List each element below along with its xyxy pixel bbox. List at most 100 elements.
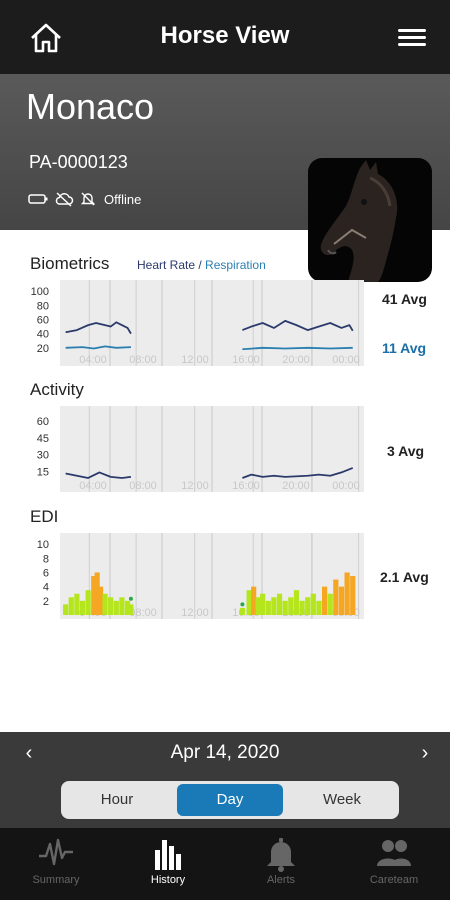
edi-bar (251, 586, 257, 615)
tab-alerts[interactable]: Alerts (225, 828, 337, 900)
x-tick-label: 00:00 (332, 480, 360, 492)
y-tick-label: 15 (37, 466, 49, 478)
range-selector: Hour Day Week (61, 781, 399, 819)
tab-alerts-label: Alerts (266, 874, 296, 886)
hamburger-menu-icon[interactable] (396, 24, 430, 52)
biometrics-legend: Heart Rate / Respiration (137, 258, 266, 272)
respiration-avg: 11 Avg (382, 340, 427, 356)
legend-heart-rate[interactable]: Heart Rate (137, 258, 196, 272)
x-tick-label: 20:00 (282, 480, 310, 492)
edi-bar (276, 593, 283, 615)
edi-bar (113, 600, 119, 615)
series-line-respiration (242, 346, 353, 351)
x-tick-label: 20:00 (282, 354, 310, 366)
edi-bar (305, 597, 311, 615)
edi-bar (128, 604, 134, 615)
status-text: Offline (104, 191, 142, 207)
edi-bar (316, 600, 322, 615)
series-line-heart-rate (242, 319, 354, 332)
edi-bar (299, 600, 305, 615)
edi-bar (271, 597, 277, 615)
series-line-activity (242, 467, 354, 479)
bell-off-icon (80, 192, 96, 206)
bar-chart-icon (155, 840, 181, 870)
range-day-button[interactable]: Day (177, 784, 283, 816)
bell-icon (267, 838, 295, 872)
chevron-right-icon[interactable]: › (421, 742, 429, 764)
edi-bar (119, 597, 125, 615)
edi-bar (333, 579, 339, 615)
battery-icon (28, 194, 48, 204)
y-tick-label: 20 (37, 343, 49, 355)
y-tick-label: 60 (37, 416, 49, 428)
tab-history[interactable]: History (112, 828, 224, 900)
device-status: Offline (28, 188, 141, 210)
home-icon[interactable] (28, 20, 64, 56)
x-tick-label: 08:00 (129, 354, 157, 366)
activity-chart[interactable]: 04:00 08:00 12:00 16:00 20:00 00:00 60 45 30 15 (0, 406, 450, 492)
edi-bar (310, 593, 316, 615)
biometrics-chart[interactable]: 04:00 08:00 12:00 16:00 20:00 00:00 100 80 60 40 2… (0, 280, 450, 366)
edi-bar (260, 593, 266, 615)
edi-bar (255, 597, 261, 615)
activity-avg: 3 Avg (387, 443, 425, 459)
range-week-button[interactable]: Week (322, 791, 362, 808)
y-tick-label: 10 (37, 539, 49, 551)
horse-header: Monaco PA-0000123 Offline (0, 74, 450, 282)
edi-bar (94, 572, 100, 615)
series-line-respiration (65, 345, 131, 350)
y-tick-label: 4 (43, 582, 49, 594)
edi-bar (239, 607, 245, 615)
tab-careteam-label: Careteam (369, 874, 419, 886)
x-tick-label: 08:00 (129, 480, 157, 492)
horse-id: PA-0000123 (29, 152, 128, 172)
edi-bar (246, 590, 252, 615)
page-title: Horse View (160, 22, 290, 49)
x-tick-label: 16:00 (232, 354, 260, 366)
edi-bar (108, 597, 114, 615)
bottom-tab-bar: Summary History Alerts Careteam (0, 828, 450, 900)
tab-careteam[interactable]: Careteam (338, 828, 450, 900)
chevron-left-icon[interactable]: ‹ (25, 742, 33, 764)
pulse-icon (39, 838, 73, 866)
y-tick-label: 45 (37, 433, 49, 445)
edi-marker (128, 596, 133, 601)
edi-bar (293, 590, 300, 615)
horse-photo[interactable] (308, 158, 432, 282)
edi-bar (265, 600, 271, 615)
edi-bar (74, 593, 80, 615)
tab-summary[interactable]: Summary (0, 828, 112, 900)
tab-history-label: History (150, 874, 186, 886)
edi-bar (63, 604, 69, 615)
biometrics-label: Biometrics (30, 254, 110, 273)
edi-avg: 2.1 Avg (380, 569, 429, 585)
x-tick-label: 12:00 (181, 354, 209, 366)
x-tick-label: 12:00 (181, 480, 209, 492)
edi-bar (124, 600, 131, 615)
x-tick-label: 12:00 (181, 607, 209, 619)
x-tick-label: 16:00 (232, 480, 260, 492)
edi-bar (68, 597, 74, 615)
edi-bar (338, 586, 345, 615)
edi-bar (282, 600, 288, 615)
range-hour-button[interactable]: Hour (100, 791, 134, 808)
y-tick-label: 60 (37, 314, 49, 326)
legend-respiration[interactable]: Respiration (205, 258, 266, 272)
activity-label: Activity (30, 380, 84, 399)
horse-name: Monaco (26, 86, 155, 127)
y-tick-label: 100 (31, 286, 49, 298)
edi-bar (350, 576, 356, 615)
legend-separator: / (195, 258, 206, 272)
x-tick-label: 04:00 (79, 354, 107, 366)
people-icon (377, 840, 411, 866)
y-tick-label: 6 (43, 567, 49, 579)
edi-marker (240, 602, 245, 607)
edi-bar (344, 572, 350, 615)
top-bar: Horse View (0, 0, 450, 74)
edi-label: EDI (30, 507, 59, 526)
y-tick-label: 80 (37, 300, 49, 312)
y-tick-label: 40 (37, 329, 49, 341)
date-navigation: ‹ Apr 14, 2020 › Hour Day Week (0, 732, 450, 828)
y-tick-label: 30 (37, 450, 49, 462)
